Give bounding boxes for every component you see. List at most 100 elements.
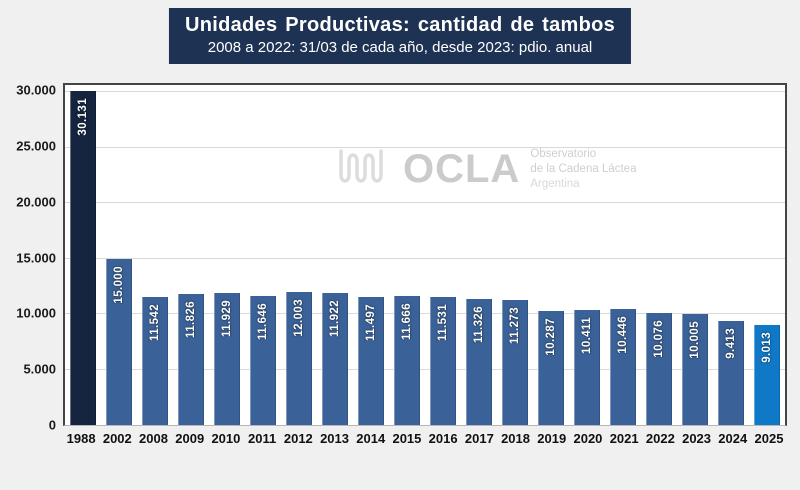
bar-2022: 10.076 (646, 313, 672, 425)
bar-slot: 10.446 (605, 85, 641, 425)
bars-row: 30.131 15.000 11.542 11.826 11.929 11.646 12.0… (65, 85, 785, 425)
gridline (65, 91, 785, 93)
bar-2016: 11.531 (430, 297, 456, 425)
bar-2012: 12.003 (286, 291, 312, 425)
y-axis-tick-label: 25.000 (16, 138, 56, 154)
bar-value-label: 11.929 (221, 299, 233, 337)
bar-2015: 11.666 (394, 295, 420, 425)
gridline (65, 146, 785, 148)
x-axis-tick-label: 2025 (754, 431, 784, 446)
bar-slot: 15.000 (101, 85, 137, 425)
x-axis-tick-label: 2010 (211, 431, 241, 446)
bar-slot: 11.326 (461, 85, 497, 425)
x-axis-tick-label: 2017 (464, 431, 494, 446)
bar-slot: 10.411 (569, 85, 605, 425)
bar-1988: 30.131 (70, 90, 96, 425)
bar-value-label: 11.497 (365, 304, 377, 342)
bar-slot: 10.076 (641, 85, 677, 425)
x-axis-tick-label: 1988 (66, 431, 96, 446)
bar-2017: 11.326 (466, 299, 492, 425)
x-axis-tick-label: 2024 (718, 431, 748, 446)
bar-slot: 30.131 (65, 85, 101, 425)
x-axis-tick-label: 2022 (645, 431, 675, 446)
y-axis-tick-label: 10.000 (16, 305, 56, 321)
bar-value-label: 11.542 (149, 303, 161, 341)
y-axis: 0 5.000 10.000 15.000 20.000 25.000 30.000 (0, 82, 56, 433)
bar-value-label: 15.000 (113, 265, 125, 304)
bar-value-label: 10.076 (653, 320, 665, 358)
bar-slot: 9.013 (749, 85, 785, 425)
bar-value-label: 10.005 (689, 321, 701, 359)
chart-title: Unidades Productivas: cantidad de tambos (184, 14, 616, 36)
bar-2013: 11.922 (322, 292, 348, 425)
bar-slot: 11.826 (173, 85, 209, 425)
bar-2010: 11.929 (214, 292, 240, 425)
bar-slot: 11.922 (317, 85, 353, 425)
bar-value-label: 10.446 (617, 316, 629, 354)
bar-2011: 11.646 (250, 295, 276, 425)
x-axis-tick-label: 2016 (428, 431, 458, 446)
bar-slot: 11.531 (425, 85, 461, 425)
bar-2025: 9.013 (754, 325, 780, 425)
bar-slot: 10.005 (677, 85, 713, 425)
bar-slot: 9.413 (713, 85, 749, 425)
x-axis-tick-label: 2023 (682, 431, 712, 446)
x-axis-tick-label: 2009 (175, 431, 205, 446)
plot-area: OCLA Observatorio de la Cadena Láctea Ar… (63, 83, 787, 426)
bar-slot: 11.666 (389, 85, 425, 425)
bar-value-label: 11.531 (437, 304, 449, 342)
x-axis: 1988 2002 2008 2009 2010 2011 2012 2013 2014 2015… (63, 431, 787, 446)
bar-value-label: 9.013 (761, 332, 773, 363)
y-axis-tick-label: 30.000 (16, 82, 56, 98)
bar-value-label: 11.666 (401, 302, 413, 340)
gridline (65, 313, 785, 315)
gridline (65, 202, 785, 204)
y-axis-tick-label: 15.000 (16, 250, 56, 266)
bar-value-label: 10.287 (545, 317, 557, 356)
bar-2009: 11.826 (178, 293, 204, 425)
chart-title-box: Unidades Productivas: cantidad de tambos… (168, 8, 632, 64)
bar-2002: 15.000 (106, 258, 132, 425)
bar-slot: 11.929 (209, 85, 245, 425)
x-axis-tick-label: 2019 (537, 431, 567, 446)
bar-2021: 10.446 (610, 309, 636, 425)
gridline (65, 368, 785, 370)
bar-slot: 11.542 (137, 85, 173, 425)
bar-value-label: 12.003 (293, 298, 305, 337)
bar-value-label: 9.413 (725, 327, 737, 359)
x-axis-tick-label: 2014 (356, 431, 386, 446)
y-axis-tick-label: 5.000 (23, 361, 56, 377)
bar-slot: 10.287 (533, 85, 569, 425)
bar-value-label: 11.826 (185, 300, 197, 338)
x-axis-tick-label: 2015 (392, 431, 422, 446)
bar-2020: 10.411 (574, 309, 600, 425)
bar-slot: 11.497 (353, 85, 389, 425)
bar-2019: 10.287 (538, 310, 564, 425)
bar-value-label: 30.131 (77, 97, 89, 136)
y-axis-tick-label: 20.000 (16, 194, 56, 210)
bar-value-label: 11.646 (257, 302, 269, 340)
bar-value-label: 11.326 (473, 306, 485, 344)
x-axis-tick-label: 2021 (609, 431, 639, 446)
bar-value-label: 11.922 (329, 299, 341, 337)
bar-slot: 11.273 (497, 85, 533, 425)
bar-value-label: 11.273 (509, 306, 521, 344)
x-axis-tick-label: 2002 (102, 431, 132, 446)
bar-2008: 11.542 (142, 296, 168, 425)
x-axis-tick-label: 2011 (248, 431, 277, 446)
x-axis-tick-label: 2008 (139, 431, 168, 446)
bar-2018: 11.273 (502, 299, 528, 425)
bar-2014: 11.497 (358, 297, 384, 425)
x-axis-tick-label: 2013 (320, 431, 349, 446)
bar-2024: 9.413 (718, 320, 744, 425)
bar-slot: 11.646 (245, 85, 281, 425)
bar-value-label: 10.411 (581, 316, 593, 354)
y-axis-tick-label: 0 (48, 417, 56, 433)
x-axis-tick-label: 2018 (501, 431, 530, 446)
gridline (65, 257, 785, 259)
chart-subtitle: 2008 a 2022: 31/03 de cada año, desde 20… (207, 39, 593, 56)
bar-2023: 10.005 (682, 314, 708, 425)
x-axis-tick-label: 2020 (573, 431, 603, 446)
bar-slot: 12.003 (281, 85, 317, 425)
